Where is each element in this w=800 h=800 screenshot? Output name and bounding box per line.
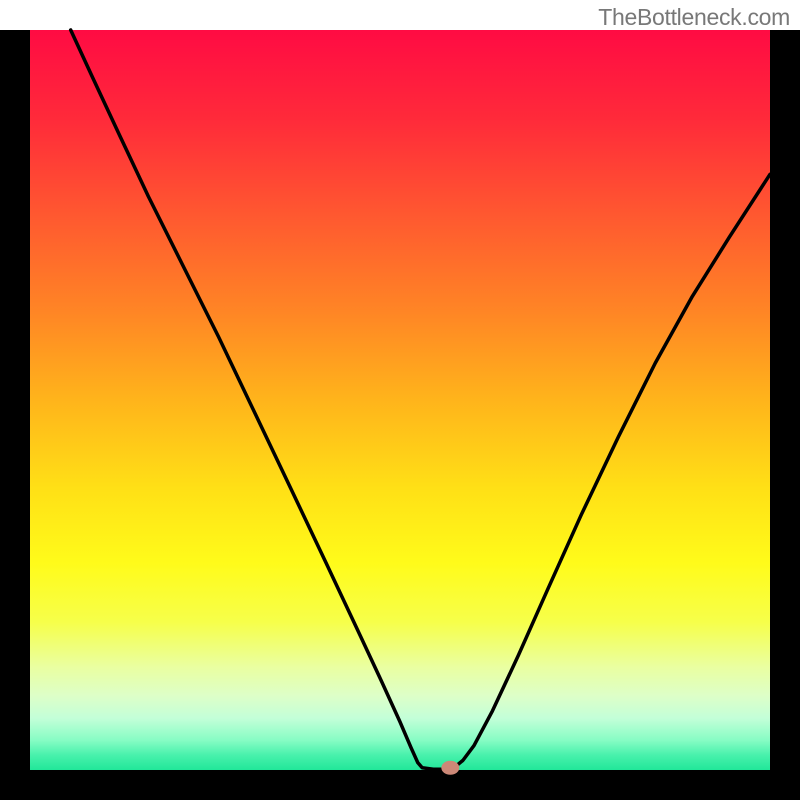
watermark-text: TheBottleneck.com <box>598 4 790 31</box>
chart-gradient-bg <box>30 30 770 770</box>
bottleneck-chart <box>0 0 800 800</box>
bottleneck-marker <box>441 761 459 775</box>
